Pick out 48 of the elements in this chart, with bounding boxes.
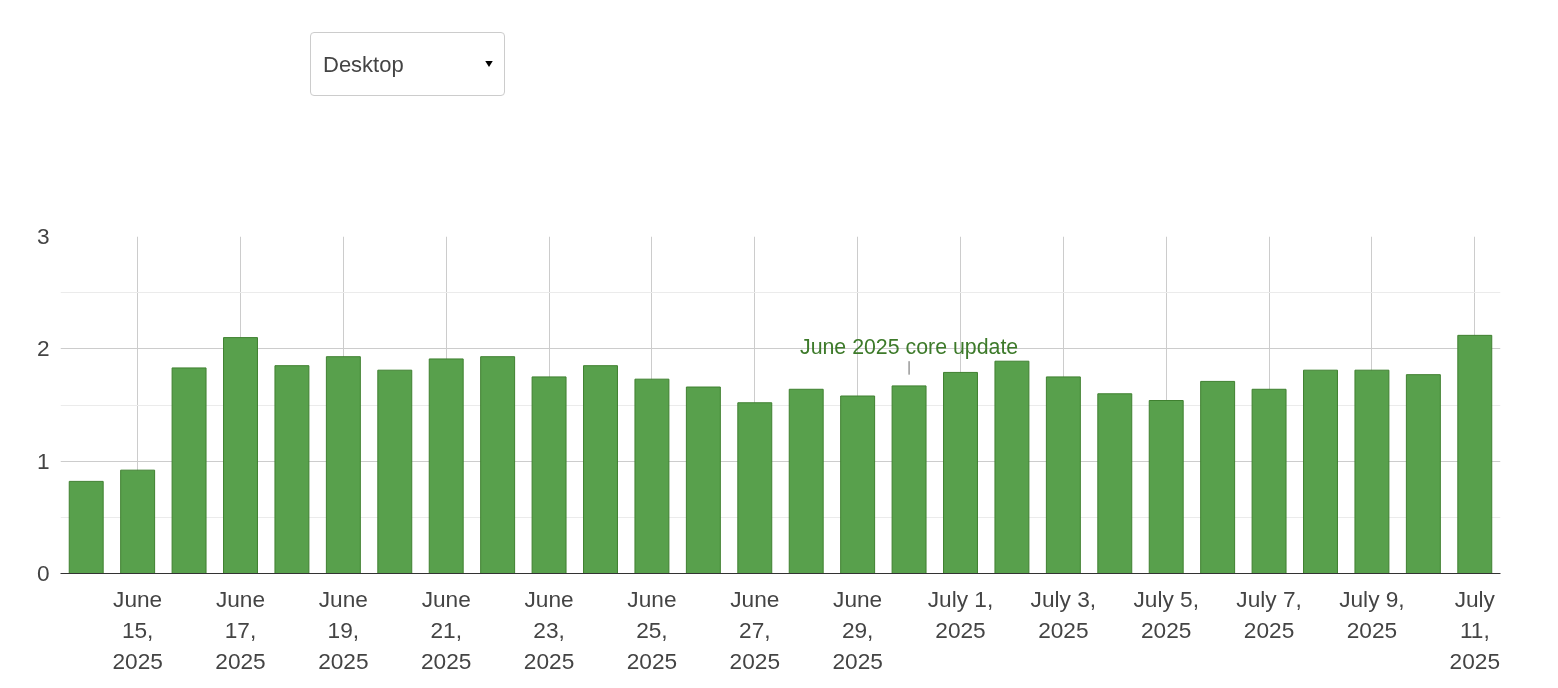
y-tick-label: 3 [36,223,50,249]
bar [583,365,618,574]
bar [274,365,310,574]
x-tick-label: June 17, 2025 [215,585,266,674]
bar [943,371,978,574]
x-tick-label: June 23, 2025 [523,585,575,674]
bar [994,360,1030,574]
x-tick-label: July 5, 2025 [1133,585,1199,643]
bar [428,358,464,574]
bar [840,395,876,574]
bar [171,367,207,574]
bar [531,376,567,574]
x-tick-label: June 29, 2025 [832,585,883,674]
bar [1405,374,1441,574]
x-tick-label: July 3, 2025 [1030,585,1097,643]
bar [1097,393,1133,574]
x-tick-label: June 27, 2025 [729,585,780,674]
y-tick-label: 1 [36,447,50,474]
bar [480,356,516,574]
bar [737,402,773,574]
x-tick-label: July 7, 2025 [1236,585,1302,643]
bar [891,385,927,574]
bar [325,356,361,574]
x-tick-label: July 9, 2025 [1339,585,1405,643]
bar [1303,369,1338,574]
x-tick-label: June 21, 2025 [421,585,472,674]
bar [68,480,104,574]
bar [788,388,824,574]
bar [120,469,156,574]
bar [1200,380,1236,574]
x-tick-label: June 19, 2025 [318,585,369,674]
x-tick-label: June 25, 2025 [626,585,678,674]
bar [223,337,258,574]
x-tick-label: June 15, 2025 [112,585,163,674]
bar [1457,334,1493,574]
bar [1148,400,1184,574]
text: Desktop [310,32,505,96]
bar [377,369,413,574]
bar [634,378,670,574]
bar [1045,376,1081,574]
x-tick-label: July 1, 2025 [927,585,994,643]
y-tick-label: 0 [36,560,50,586]
bar [1354,369,1390,574]
annotation: June 2025 core update [799,334,1019,359]
y-tick-label: 2 [36,335,50,362]
x-tick-label: July 11, 2025 [1449,585,1500,674]
bar [685,386,721,574]
bar [1251,388,1287,574]
